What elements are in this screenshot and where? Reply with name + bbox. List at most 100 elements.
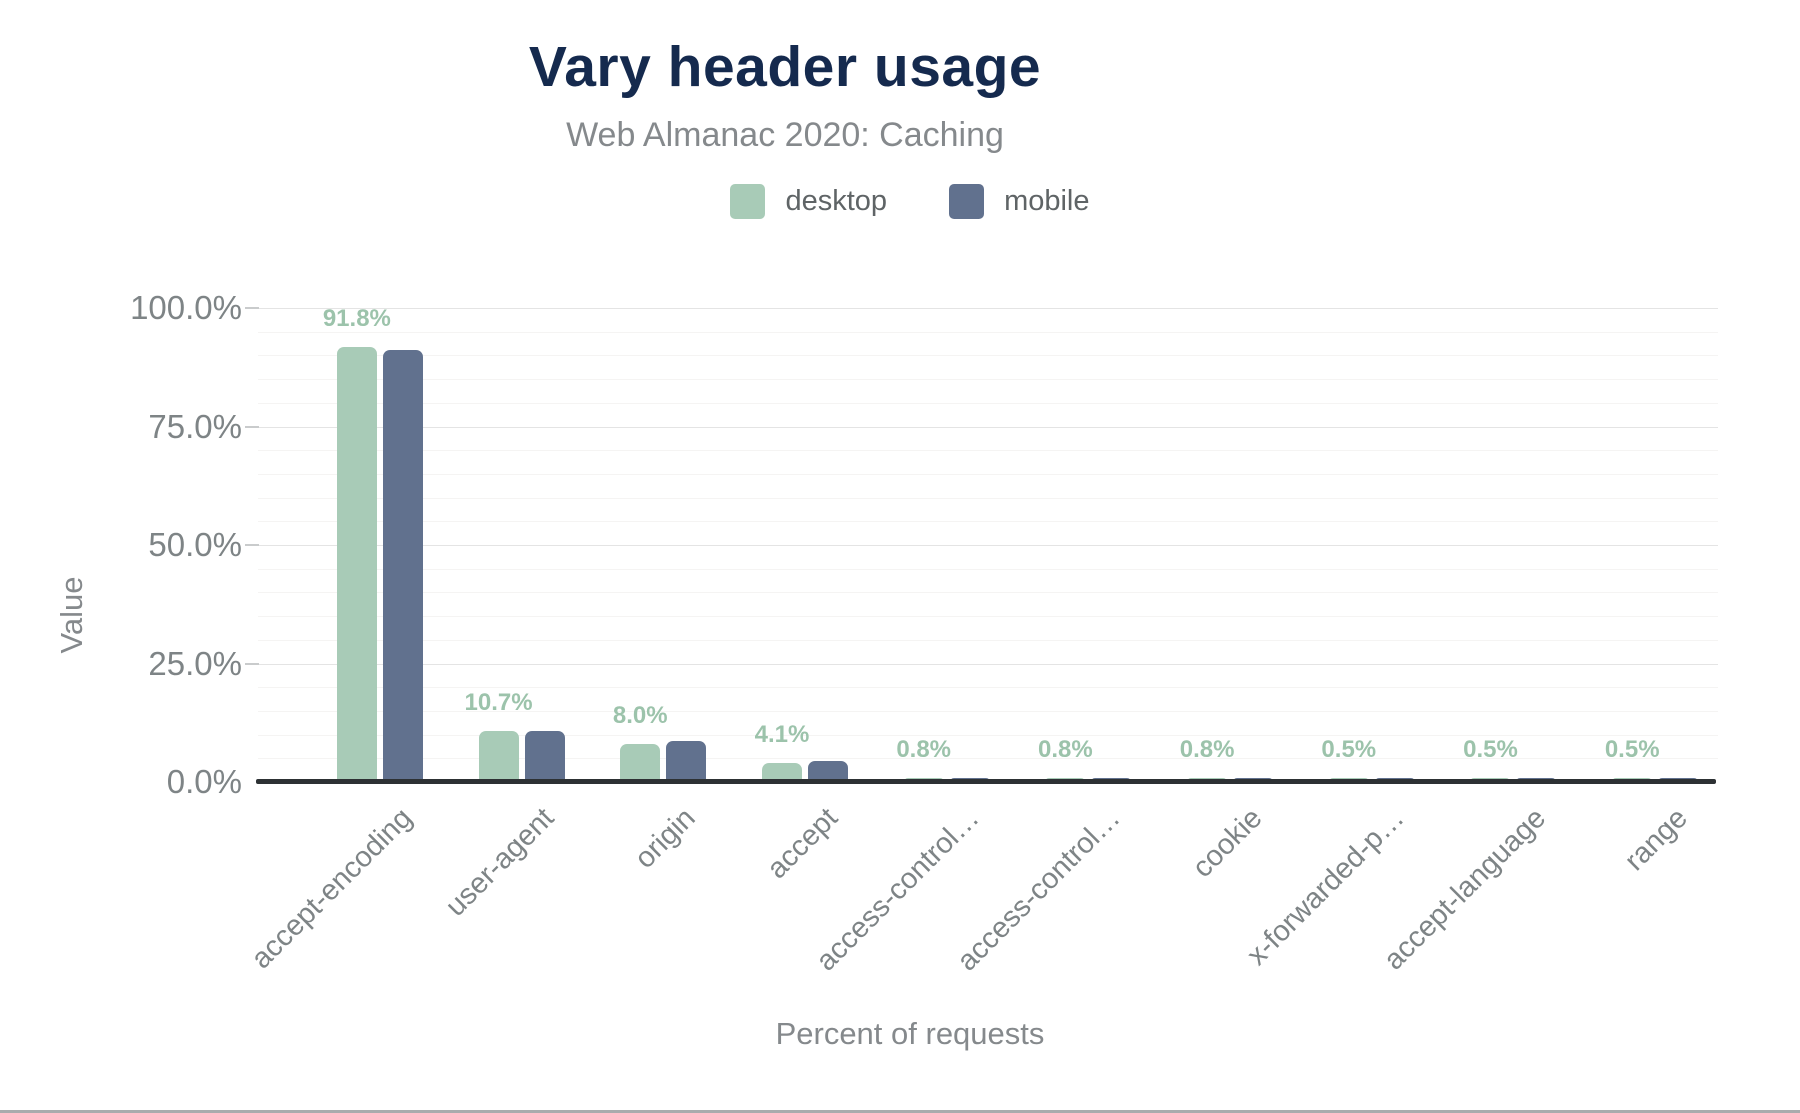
y-tick-label: 75.0% bbox=[148, 407, 242, 445]
bar-group: 10.7% bbox=[451, 308, 593, 782]
bar-desktop[interactable] bbox=[336, 347, 377, 782]
y-tick-label: 50.0% bbox=[148, 526, 242, 563]
gridline-minor bbox=[258, 616, 1718, 618]
gridline-major bbox=[258, 308, 1718, 309]
gridline-minor bbox=[258, 734, 1718, 736]
bar-group: 8.0% bbox=[592, 308, 734, 782]
chart-title: Vary header usage bbox=[528, 35, 1042, 99]
bar-pair bbox=[1443, 308, 1585, 782]
bar-mobile[interactable] bbox=[382, 350, 423, 782]
x-category: accept bbox=[734, 792, 876, 1007]
y-axis-title: Value bbox=[54, 576, 89, 654]
gridline-major bbox=[258, 663, 1718, 665]
y-tick-label: 0.0% bbox=[166, 763, 242, 800]
legend-label-mobile: mobile bbox=[1004, 185, 1090, 217]
gridline-minor bbox=[258, 639, 1718, 641]
bar-group: 0.5% bbox=[1443, 308, 1585, 782]
y-tick-label: 25.0% bbox=[148, 644, 242, 682]
bars-area: 91.8% 10.7% 8.0% 4.1% 0.8% 0.8% 0.8% 0.5% 0.5% 0.… bbox=[309, 305, 1726, 782]
x-category-label: range bbox=[1618, 802, 1694, 878]
legend: desktop mobile bbox=[0, 184, 1800, 219]
bar-value-label: 0.5% bbox=[1604, 736, 1660, 763]
bar-group: 91.8% bbox=[309, 305, 451, 782]
bar-value-label: 0.8% bbox=[896, 736, 952, 763]
plot-area bbox=[258, 308, 1718, 782]
bar-group: 0.8% bbox=[1018, 308, 1160, 782]
bar-group: 0.8% bbox=[1159, 308, 1301, 782]
x-category: accept-language bbox=[1378, 792, 1585, 1007]
x-category: range bbox=[1584, 792, 1726, 1007]
x-category: accept-encoding bbox=[245, 792, 451, 1007]
chart-subtitle: Web Almanac 2020: Caching bbox=[566, 116, 1004, 154]
legend-label-desktop: desktop bbox=[785, 185, 888, 217]
bar-mobile[interactable] bbox=[807, 761, 848, 782]
gridline-major bbox=[258, 545, 1718, 546]
bar-pair bbox=[1159, 308, 1301, 782]
x-category: user-agent bbox=[440, 792, 593, 1007]
gridline-minor bbox=[258, 568, 1718, 570]
bar-group: 0.5% bbox=[1584, 308, 1726, 782]
gridline-minor bbox=[258, 331, 1718, 333]
bar-value-label: 8.0% bbox=[612, 702, 668, 729]
bar-desktop[interactable] bbox=[761, 763, 802, 782]
x-category: x-forwarded-p… bbox=[1241, 792, 1443, 1007]
bar-pair bbox=[1301, 308, 1443, 782]
gridline-minor bbox=[258, 592, 1718, 594]
bar-value-label: 4.1% bbox=[754, 721, 810, 748]
x-category: origin bbox=[592, 792, 734, 1007]
x-category: access-control… bbox=[952, 792, 1160, 1007]
bar-pair bbox=[309, 308, 451, 782]
gridline-minor bbox=[258, 473, 1718, 475]
y-tick-label: 100.0% bbox=[130, 289, 242, 326]
bar-pair bbox=[451, 308, 593, 782]
gridline-minor bbox=[258, 687, 1718, 689]
legend-item-desktop[interactable]: desktop bbox=[730, 184, 887, 219]
y-tick-mark bbox=[245, 662, 259, 665]
x-category-label: cookie bbox=[1186, 802, 1269, 884]
gridline-minor bbox=[258, 497, 1718, 499]
gridline-minor bbox=[258, 450, 1718, 452]
x-category: cookie bbox=[1159, 792, 1301, 1007]
bar-mobile[interactable] bbox=[524, 731, 565, 782]
bar-value-label: 0.5% bbox=[1463, 736, 1518, 763]
bar-pair bbox=[876, 308, 1018, 782]
x-category: access-control… bbox=[810, 792, 1018, 1007]
x-category-label: user-agent bbox=[439, 802, 561, 923]
bar-mobile[interactable] bbox=[666, 741, 707, 782]
bar-desktop[interactable] bbox=[478, 731, 519, 782]
gridline-minor bbox=[258, 379, 1718, 381]
gridline-minor bbox=[258, 710, 1718, 712]
bar-pair bbox=[1584, 308, 1726, 782]
y-tick-mark bbox=[245, 425, 259, 428]
bar-value-label: 91.8% bbox=[322, 305, 391, 332]
bar-pair bbox=[1018, 308, 1160, 782]
x-axis-labels: accept-encoding user-agent origin accept acc… bbox=[245, 792, 1726, 1007]
bar-value-label: 10.7% bbox=[464, 689, 533, 716]
gridline-minor bbox=[258, 402, 1718, 404]
bottom-border bbox=[0, 1110, 1800, 1113]
y-tick-mark bbox=[245, 307, 259, 309]
gridline-minor bbox=[258, 521, 1718, 523]
bar-value-label: 0.8% bbox=[1179, 736, 1235, 763]
legend-swatch-mobile-icon bbox=[949, 184, 985, 219]
x-category-label: accept bbox=[760, 802, 844, 886]
x-category-label: origin bbox=[629, 802, 702, 875]
bar-value-label: 0.5% bbox=[1321, 736, 1377, 763]
gridline-minor bbox=[258, 355, 1718, 357]
bar-pair bbox=[734, 308, 876, 782]
x-axis-title: Percent of requests bbox=[775, 1016, 1045, 1051]
y-tick-mark bbox=[245, 544, 259, 546]
bar-value-label: 0.8% bbox=[1038, 736, 1093, 763]
gridline-major bbox=[258, 426, 1718, 428]
bar-group: 0.8% bbox=[876, 308, 1018, 782]
bar-group: 4.1% bbox=[734, 308, 876, 782]
bar-pair bbox=[592, 308, 734, 782]
bar-desktop[interactable] bbox=[620, 744, 661, 782]
bar-group: 0.5% bbox=[1301, 308, 1443, 782]
legend-item-mobile[interactable]: mobile bbox=[949, 184, 1090, 219]
x-category-label: accept-encoding bbox=[245, 802, 419, 976]
x-axis-line bbox=[256, 779, 1716, 784]
legend-swatch-desktop-icon bbox=[730, 184, 766, 219]
gridline-minor bbox=[258, 758, 1718, 760]
